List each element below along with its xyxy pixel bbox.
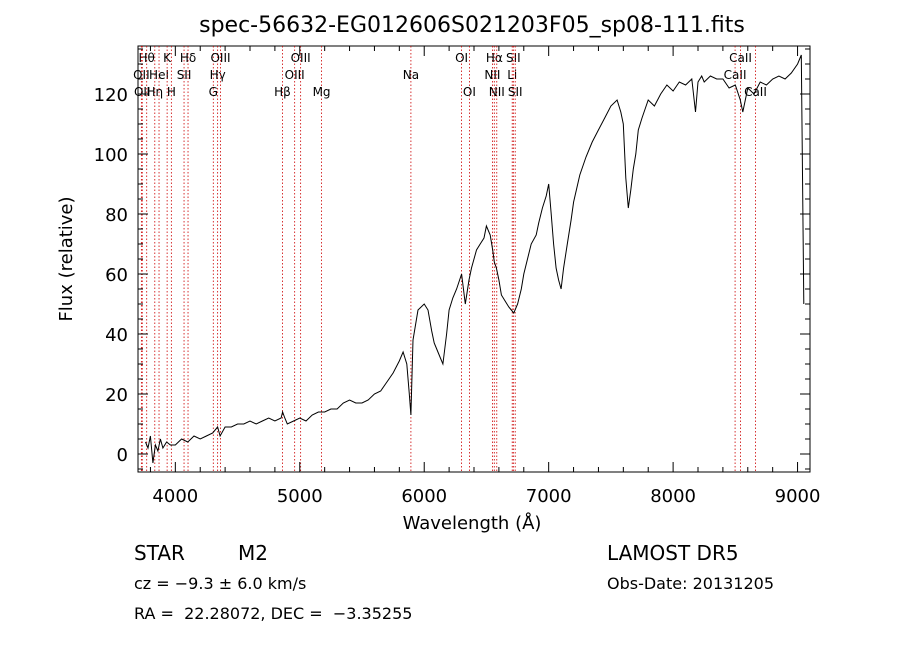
spectral-line-label: Hδ [180, 51, 196, 65]
survey-name: LAMOST DR5 [607, 541, 739, 565]
object-subclass: M2 [238, 541, 268, 565]
y-tick-label: 80 [105, 205, 128, 226]
spectral-line-label: OI [463, 85, 476, 99]
x-tick-label: 6000 [401, 486, 447, 507]
y-tick-label: 40 [105, 325, 128, 346]
spectral-line-label: SII [506, 51, 521, 65]
spectral-line-label: Li [507, 68, 517, 82]
y-axis-label: Flux (relative) [56, 196, 77, 321]
spectral-line-label: CaII [724, 68, 747, 82]
spectral-line-label: Hγ [210, 68, 226, 82]
spectral-line-label: Mg [313, 85, 331, 99]
spectral-line-label: Hβ [274, 85, 291, 99]
y-tick-label: 60 [105, 265, 128, 286]
spectral-line-label: OIII [285, 68, 305, 82]
axes: 4000 5000 6000 7000 8000 9000 0 20 40 60 80 100 120 [94, 46, 821, 507]
x-tick-label: 5000 [277, 486, 323, 507]
spectral-line-label: Hη [146, 85, 163, 99]
y-tick-label: 120 [94, 85, 128, 106]
spectral-line-label: CaII [729, 51, 752, 65]
spectral-line-label: NII [484, 68, 500, 82]
spectral-line-label: SII [508, 85, 523, 99]
coordinates: RA = 22.28072, DEC = −3.35255 [134, 604, 413, 623]
spectral-line-label: Hα [486, 51, 503, 65]
chart-title: spec-56632-EG012606S021203F05_sp08-111.f… [199, 13, 745, 38]
y-tick-label: 100 [94, 145, 128, 166]
y-tick-label: 20 [105, 385, 128, 406]
y-tick-label: 0 [117, 445, 128, 466]
x-tick-label: 9000 [775, 486, 821, 507]
spectral-line-label: OI [455, 51, 468, 65]
line-markers: HθOIIOIIHηHeIKHSIIHδGHγOIIIHβOIIIOIIIMgN… [133, 46, 767, 472]
spectral-line-label: OIII [210, 51, 230, 65]
x-tick-label: 8000 [650, 486, 696, 507]
x-tick-label: 4000 [152, 486, 198, 507]
x-axis-label: Wavelength (Å) [403, 512, 542, 534]
spectral-line-label: Na [403, 68, 419, 82]
spectral-line-label: SII [177, 68, 192, 82]
spectral-line-label: OIII [291, 51, 311, 65]
spectral-line-label: HeI [149, 68, 169, 82]
redshift-velocity: cz = −9.3 ± 6.0 km/s [134, 574, 307, 593]
spectral-line-label: OII [133, 68, 150, 82]
spectrum-series-line [145, 54, 805, 464]
spectral-line-label: H [167, 85, 176, 99]
x-tick-label: 7000 [526, 486, 572, 507]
observation-date: Obs-Date: 20131205 [607, 574, 775, 593]
spectral-line-label: G [209, 85, 218, 99]
spectral-line-label: OII [134, 85, 151, 99]
object-class: STAR [134, 541, 185, 565]
spectral-line-label: NII [489, 85, 505, 99]
spectral-line-label: K [163, 51, 172, 65]
